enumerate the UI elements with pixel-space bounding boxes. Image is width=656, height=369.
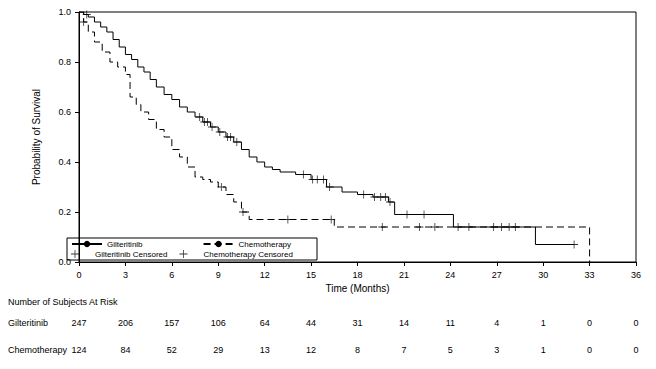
svg-text:Number of Subjects At Risk: Number of Subjects At Risk: [8, 297, 118, 307]
svg-text:0.2: 0.2: [58, 207, 71, 217]
svg-text:5: 5: [448, 345, 453, 355]
svg-text:12: 12: [306, 345, 316, 355]
svg-text:36: 36: [631, 270, 641, 280]
svg-text:30: 30: [538, 270, 548, 280]
svg-text:4: 4: [494, 318, 499, 328]
svg-text:29: 29: [213, 345, 223, 355]
svg-text:0.6: 0.6: [58, 107, 71, 117]
svg-text:52: 52: [167, 345, 177, 355]
svg-text:27: 27: [492, 270, 502, 280]
svg-text:0.0: 0.0: [58, 257, 71, 267]
svg-text:21: 21: [399, 270, 409, 280]
svg-text:24: 24: [445, 270, 455, 280]
svg-text:0: 0: [633, 318, 638, 328]
svg-text:Gilteritinib: Gilteritinib: [107, 240, 143, 249]
svg-text:Gilteritinib Censored: Gilteritinib Censored: [95, 250, 167, 259]
svg-text:1.0: 1.0: [58, 7, 71, 17]
svg-text:31: 31: [352, 318, 362, 328]
svg-text:0: 0: [76, 270, 81, 280]
svg-text:9: 9: [216, 270, 221, 280]
svg-text:84: 84: [120, 345, 130, 355]
svg-text:247: 247: [71, 318, 86, 328]
svg-text:13: 13: [260, 345, 270, 355]
svg-text:206: 206: [118, 318, 133, 328]
svg-text:0: 0: [587, 318, 592, 328]
svg-text:124: 124: [71, 345, 86, 355]
svg-text:0.4: 0.4: [58, 157, 71, 167]
svg-text:8: 8: [355, 345, 360, 355]
svg-text:3: 3: [123, 270, 128, 280]
svg-text:18: 18: [352, 270, 362, 280]
svg-text:0: 0: [633, 345, 638, 355]
svg-text:44: 44: [306, 318, 316, 328]
svg-text:Probability of Survival: Probability of Survival: [31, 89, 42, 185]
svg-text:6: 6: [169, 270, 174, 280]
svg-text:106: 106: [211, 318, 226, 328]
svg-text:14: 14: [399, 318, 409, 328]
svg-text:1: 1: [541, 318, 546, 328]
svg-text:0: 0: [587, 345, 592, 355]
svg-text:33: 33: [585, 270, 595, 280]
svg-text:3: 3: [494, 345, 499, 355]
svg-text:Time (Months): Time (Months): [325, 283, 389, 294]
svg-text:15: 15: [306, 270, 316, 280]
svg-text:Chemotherapy: Chemotherapy: [8, 345, 68, 355]
svg-text:Gilteritinib: Gilteritinib: [8, 318, 48, 328]
svg-text:12: 12: [260, 270, 270, 280]
svg-text:0.8: 0.8: [58, 57, 71, 67]
svg-text:7: 7: [401, 345, 406, 355]
svg-text:157: 157: [164, 318, 179, 328]
svg-text:Chemotherapy: Chemotherapy: [239, 240, 291, 249]
svg-text:64: 64: [260, 318, 270, 328]
svg-text:11: 11: [446, 318, 455, 328]
svg-text:Chemotherapy Censored: Chemotherapy Censored: [203, 250, 292, 259]
svg-text:1: 1: [541, 345, 546, 355]
